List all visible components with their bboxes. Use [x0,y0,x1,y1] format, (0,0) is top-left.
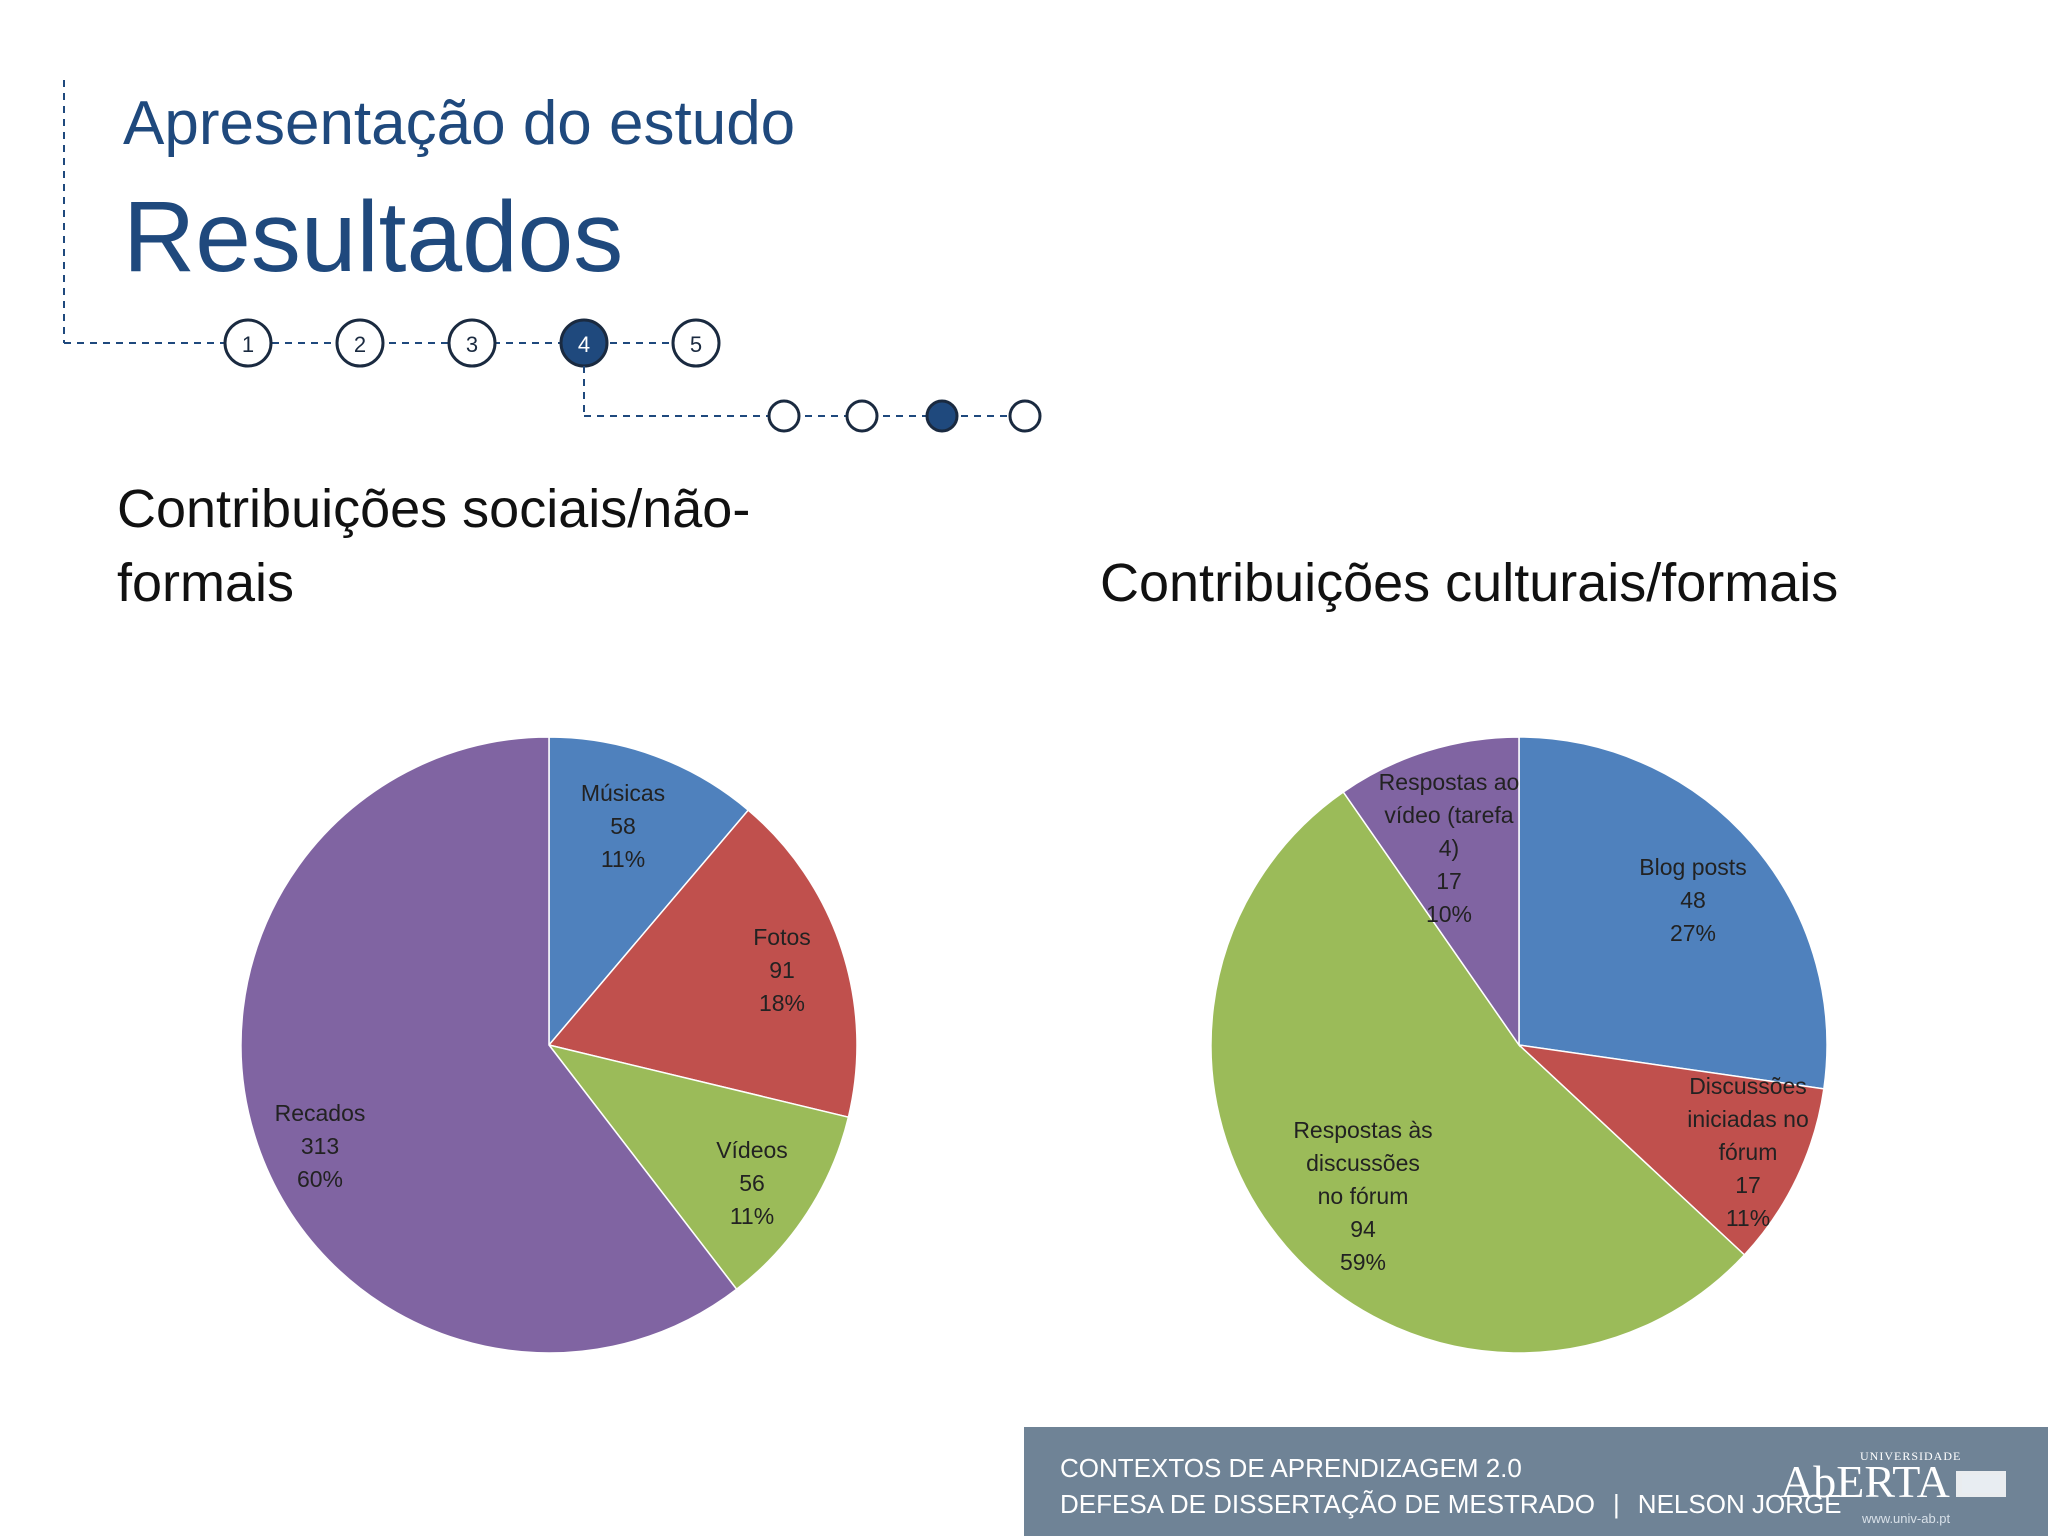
nav-step-4[interactable]: 4 [559,318,609,368]
pie-slice-3 [240,736,738,1354]
pie-label-1: Fotos 91 18% [753,924,811,1016]
nav-substep-2[interactable] [845,399,879,433]
pie-slice-0 [548,736,750,1048]
nav-step-label: 1 [242,332,254,357]
nav-step-label: 2 [354,332,366,357]
university-logo: UNIVERSIDADE AbERTA www.univ-ab.pt [1774,1449,2034,1529]
header-subtitle: Apresentação do estudo [123,89,796,158]
nav-substep-3[interactable] [925,399,959,433]
pie-label-0: Blog posts 48 27% [1639,854,1746,946]
pie-chart-social: Músicas 58 11% Fotos 91 18% Vídeos 56 11% Recados… [240,736,858,1354]
nav-substep-4[interactable] [1008,399,1042,433]
footer-bar: CONTEXTOS DE APRENDIZAGEM 2.0 DEFESA DE … [1024,1427,2048,1536]
pie-label-0: Músicas 58 11% [581,780,665,872]
nav-step-3[interactable]: 3 [447,318,497,368]
pie-label-3: Respostas ao vídeo (tarefa 4) 17 10% [1379,769,1520,927]
nav-step-label: 4 [578,332,590,357]
footer-separator: | [1613,1489,1620,1519]
pie-slice-1 [547,809,858,1119]
pie-slice-1 [1516,1043,1825,1256]
pie-label-1: Discussões iniciadas no fórum 17 11% [1687,1073,1808,1231]
pie-slice-0 [1518,736,1828,1090]
footer-line1: CONTEXTOS DE APRENDIZAGEM 2.0 [1060,1453,1522,1483]
pie-slice-2 [547,1043,850,1291]
nav-step-2[interactable]: 2 [335,318,385,368]
chart-title-cultural: Contribuições culturais/formais [1100,553,1839,613]
pie-label-2: Respostas às discussões no fórum 94 59% [1293,1117,1432,1275]
nav-step-1[interactable]: 1 [223,318,273,368]
pie-slice-3 [1342,736,1520,1048]
pie-slice-2 [1210,790,1746,1354]
logo-name: AbERTA [1780,1456,1950,1507]
footer-line2: DEFESA DE DISSERTAÇÃO DE MESTRADO | NELSON… [1060,1489,1842,1520]
pie-label-2: Vídeos 56 11% [716,1137,788,1229]
pie-label-3: Recados 313 60% [275,1100,366,1192]
nav-step-label: 3 [466,332,478,357]
logo-top-text: UNIVERSIDADE [1860,1449,1962,1463]
logo-mark-icon [1956,1471,2006,1497]
nav-step-5[interactable]: 5 [671,318,721,368]
nav-step-label: 5 [690,332,702,357]
progress-navigator: 1 2 3 4 5 [63,80,1042,433]
nav-substep-1[interactable] [767,399,801,433]
logo-url: www.univ-ab.pt [1862,1511,1951,1526]
footer-author: NELSON JORGE [1637,1489,1842,1519]
chart-title-social: Contribuições sociais/não-formais [117,479,751,613]
footer-defense-text: DEFESA DE DISSERTAÇÃO DE MESTRADO [1060,1489,1596,1519]
pie-chart-cultural: Blog posts 48 27% Discussões iniciadas no fór… [1210,736,1828,1354]
page-title: Resultados [123,181,624,293]
